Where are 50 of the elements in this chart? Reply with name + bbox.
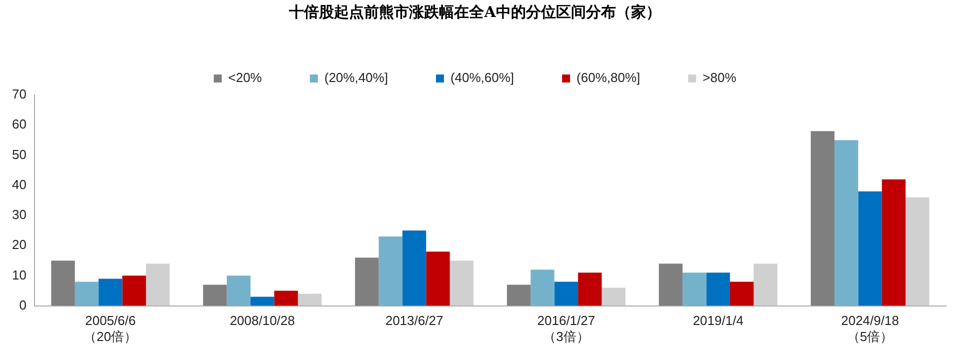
legend-label: >80% (702, 70, 737, 86)
bar (730, 282, 754, 306)
bar (450, 260, 474, 306)
bar (355, 258, 379, 306)
bar (402, 230, 426, 306)
bar (530, 270, 554, 306)
bar (426, 252, 450, 306)
bar (51, 260, 75, 306)
legend-label: (20%,40%] (324, 70, 388, 86)
x-tick-label: 2013/6/27 (385, 313, 444, 328)
bar (578, 272, 602, 306)
y-tick-label: 30 (12, 207, 26, 222)
bar (250, 296, 274, 306)
bar (810, 131, 834, 306)
y-tick-label: 20 (12, 237, 26, 252)
legend-label: <20% (228, 70, 262, 86)
y-tick-label: 10 (12, 267, 26, 282)
bar (858, 191, 882, 306)
y-tick-label: 0 (19, 297, 26, 312)
legend-label: (60%,80%] (576, 70, 640, 86)
bar (298, 294, 322, 306)
x-tick-label: 2019/1/4 (692, 313, 744, 328)
bar (882, 179, 906, 306)
bar (554, 282, 578, 306)
y-tick-label: 70 (12, 86, 26, 102)
x-tick-label: 2016/1/27 （3倍） (537, 313, 596, 344)
bar (834, 140, 858, 306)
x-tick-label: 2005/6/6 （20倍） (84, 313, 138, 344)
bar (378, 236, 402, 306)
y-tick-label: 50 (12, 146, 26, 162)
y-tick-label: 60 (12, 116, 26, 132)
y-tick-label: 40 (12, 176, 26, 192)
x-tick-label: 2024/9/18 （5倍） (841, 313, 899, 344)
bar (74, 282, 99, 306)
bar (122, 276, 146, 306)
bar (226, 276, 250, 306)
bar (906, 197, 930, 306)
x-tick-label: 2008/10/28 (230, 313, 295, 328)
bar (682, 272, 706, 306)
legend-label: (40%,60%] (450, 70, 514, 86)
bar (203, 284, 227, 306)
bar (98, 278, 122, 306)
bar (274, 290, 298, 306)
bar (602, 288, 626, 306)
chart-title: 十倍股起点前熊市涨跌幅在全A中的分位区间分布（家） (288, 2, 661, 21)
bar (658, 264, 683, 306)
bar (506, 284, 531, 306)
bar (706, 272, 730, 306)
bar (754, 264, 778, 306)
bar (146, 264, 170, 306)
